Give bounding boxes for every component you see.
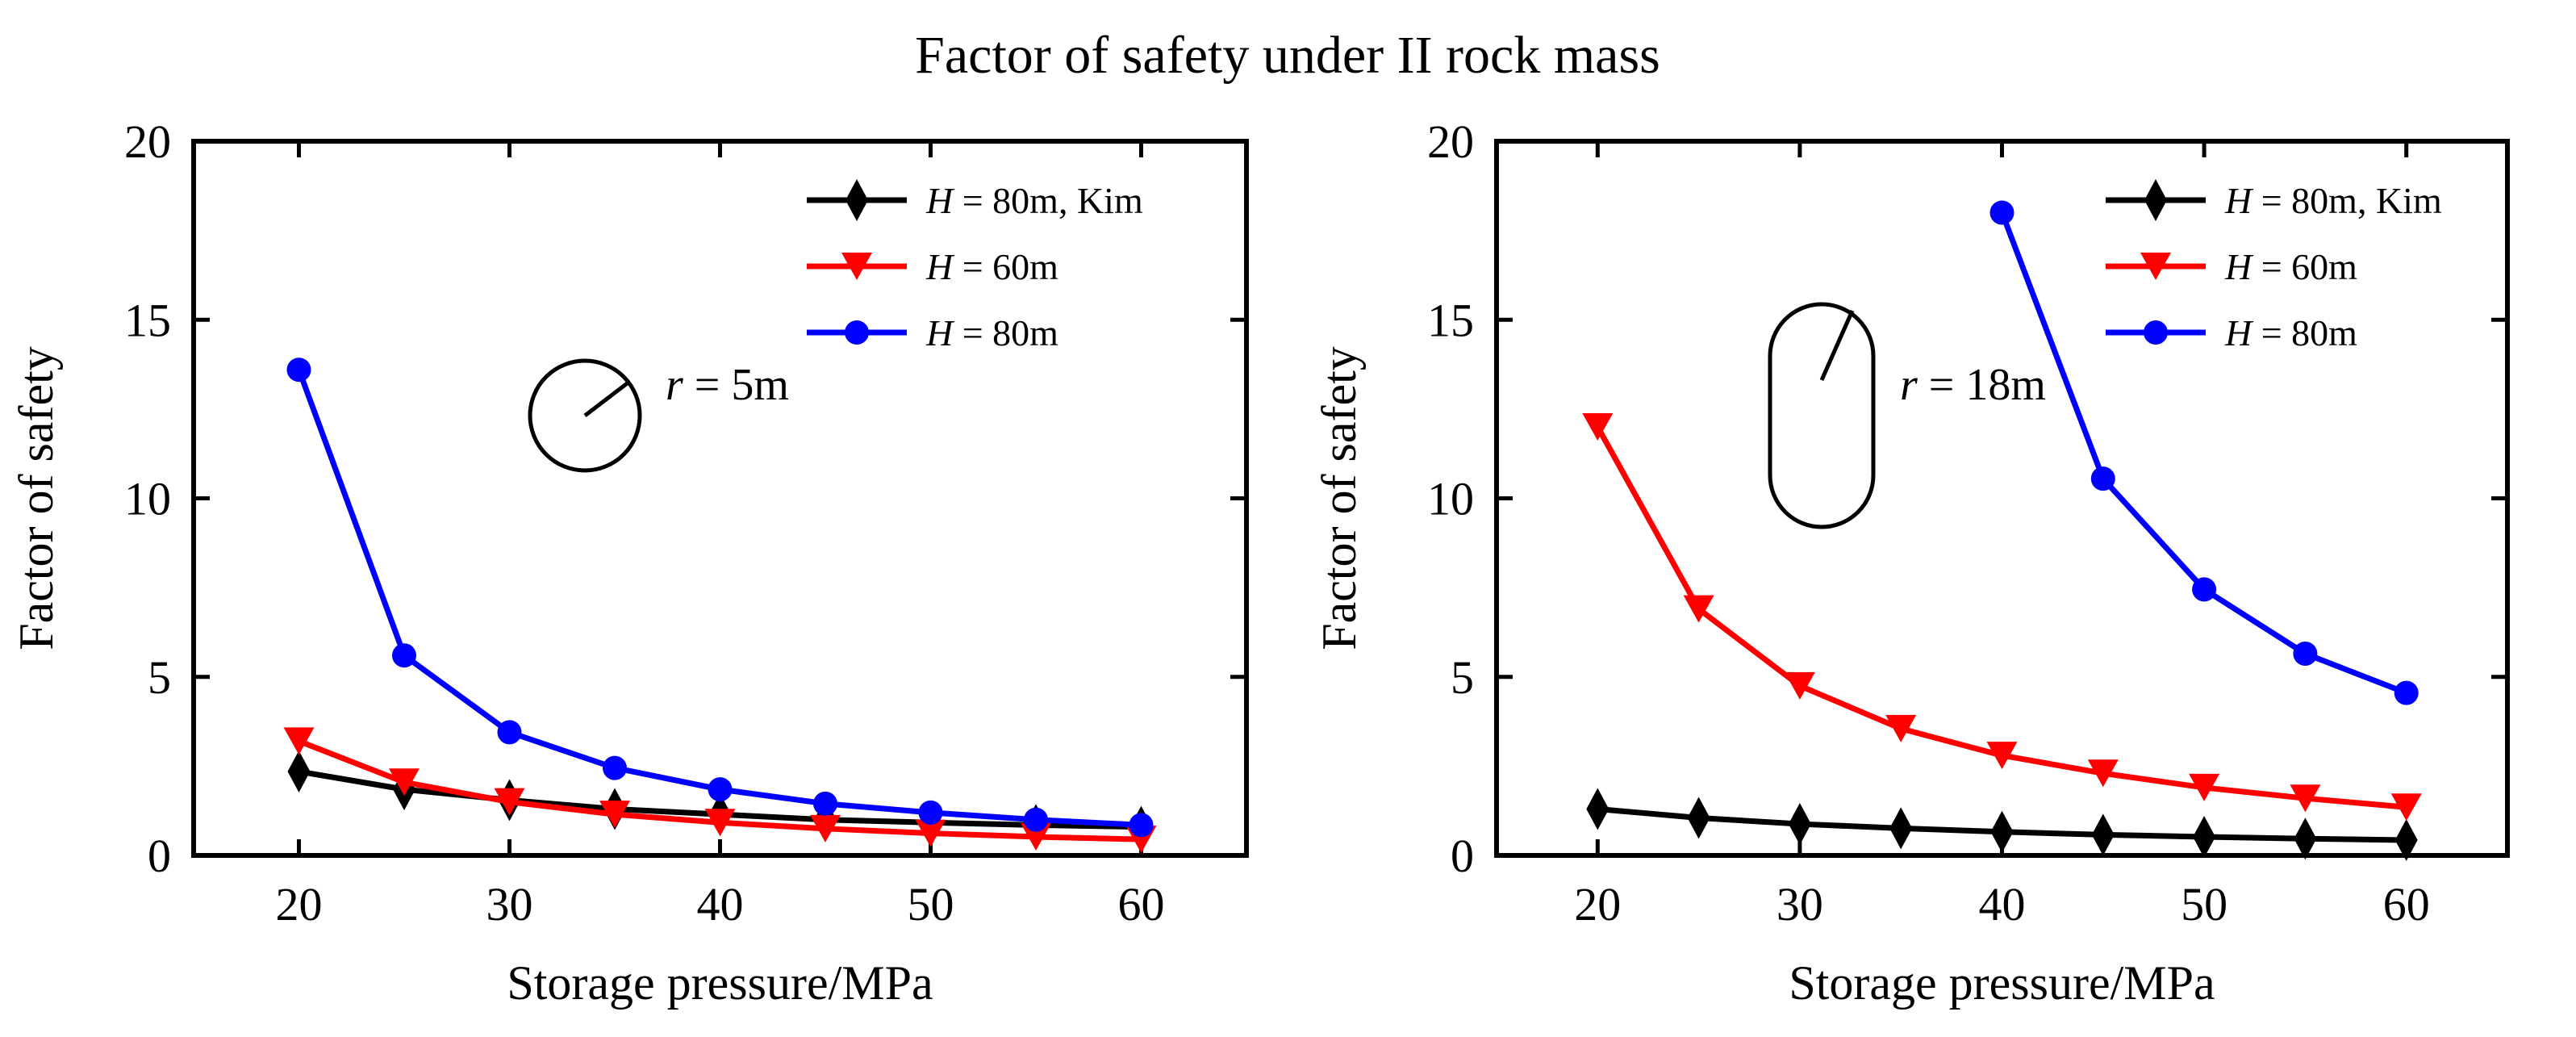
legend: H = 80m, Kim H = 60m H = 80m	[2106, 179, 2442, 353]
y-tick-label: 0	[1451, 830, 1474, 882]
data-point	[2390, 793, 2422, 822]
legend-marker	[2140, 253, 2171, 280]
y-tick-label: 20	[124, 115, 171, 168]
data-point	[918, 800, 943, 825]
data-point	[392, 643, 416, 668]
x-axis-label: Storage pressure/MPa	[1789, 956, 2215, 1010]
series-2	[1582, 413, 2422, 822]
data-point	[283, 727, 315, 755]
legend-label: H = 60m	[2224, 246, 2357, 287]
data-point	[2090, 466, 2115, 491]
data-point	[1586, 788, 1609, 830]
data-point	[2290, 784, 2321, 813]
legend-label: H = 80m, Kim	[2224, 180, 2442, 221]
legend-label: H = 80m	[925, 312, 1058, 353]
data-point	[1687, 797, 1710, 839]
data-point	[2087, 759, 2119, 788]
y-tick-label: 15	[124, 294, 171, 346]
cavern-schematic: r = 18m	[1768, 302, 2046, 529]
legend-marker	[845, 320, 869, 345]
data-point	[599, 801, 630, 829]
data-point	[286, 358, 311, 383]
x-tick-label: 20	[276, 878, 323, 930]
legend-label: H = 80m, Kim	[925, 180, 1143, 221]
series-1	[1586, 788, 2418, 861]
data-point	[810, 814, 841, 843]
legend-label: H = 60m	[925, 246, 1058, 287]
x-tick-label: 50	[908, 878, 954, 930]
data-point	[2294, 817, 2317, 860]
x-tick-label: 50	[2181, 878, 2227, 930]
legend: H = 80m, Kim H = 60m H = 80m	[807, 179, 1143, 353]
data-point	[2293, 641, 2318, 666]
data-point	[1990, 810, 2014, 853]
y-axis-label: Factor of safety	[10, 346, 63, 650]
legend-marker	[2144, 320, 2168, 345]
data-point	[497, 720, 522, 745]
y-tick-label: 20	[1427, 115, 1474, 168]
data-point	[1889, 807, 1913, 850]
plot-frame	[191, 139, 1249, 858]
data-point	[1582, 413, 1614, 441]
y-tick-label: 5	[1451, 651, 1474, 704]
radius-line	[1819, 309, 1855, 382]
chart-panel-1: 20 30 40 50 60 0 5 10 15 20 Storage pressure/MPa Fa…	[10, 115, 1249, 1010]
x-tick-label: 60	[1118, 878, 1165, 930]
legend-marker	[841, 253, 872, 280]
x-tick-label: 30	[1776, 878, 1823, 930]
series-3	[1989, 200, 2419, 705]
cavern-stadium	[1768, 302, 1876, 529]
data-point	[603, 755, 627, 780]
y-axis-label: Factor of safety	[1313, 346, 1366, 650]
series-line	[296, 368, 1142, 828]
data-point	[2394, 680, 2419, 705]
data-point	[1885, 714, 1917, 742]
data-point	[494, 788, 525, 816]
data-point	[2193, 815, 2216, 858]
x-tick-label: 40	[697, 878, 744, 930]
data-point	[1683, 595, 1714, 623]
y-tick-label: 15	[1427, 294, 1474, 346]
x-axis-label: Storage pressure/MPa	[507, 956, 933, 1010]
legend-label: H = 80m	[2224, 312, 2357, 353]
radius-line	[583, 380, 631, 417]
x-tick-label: 60	[2383, 878, 2430, 930]
radius-label: r = 5m	[666, 360, 789, 410]
chart-panel-2: 20 30 40 50 60 0 5 10 15 20 Storage pressure/MPa Fa…	[1313, 115, 2510, 1010]
legend-marker	[845, 179, 868, 221]
data-point	[708, 777, 733, 802]
legend-marker	[2144, 179, 2167, 221]
x-tick-label: 20	[1574, 878, 1621, 930]
cavern-circle	[528, 358, 642, 473]
figure-title: Factor of safety under II rock mass	[915, 26, 1660, 85]
data-point	[704, 809, 736, 837]
data-point	[389, 768, 420, 797]
data-point	[2189, 773, 2220, 801]
y-tick-label: 10	[124, 473, 171, 525]
series-2	[283, 727, 1157, 854]
data-point	[1788, 803, 1811, 846]
data-point	[1129, 813, 1154, 838]
data-point	[1986, 742, 2018, 770]
y-tick-label: 10	[1427, 473, 1474, 525]
data-point	[1989, 200, 2014, 225]
cavern-schematic: r = 5m	[528, 358, 789, 473]
y-tick-label: 0	[148, 830, 171, 882]
data-point	[287, 751, 311, 793]
data-point	[2394, 818, 2418, 861]
data-point	[1021, 822, 1051, 851]
data-point	[2091, 813, 2115, 856]
data-point	[1024, 807, 1048, 832]
data-point	[2192, 577, 2217, 602]
x-tick-label: 30	[486, 878, 533, 930]
radius-label: r = 18m	[1900, 360, 2046, 410]
data-point	[1784, 671, 1815, 700]
data-point	[813, 791, 837, 816]
x-tick-label: 40	[1979, 878, 2026, 930]
y-tick-label: 5	[148, 651, 171, 704]
data-point	[915, 819, 946, 847]
series-3	[286, 358, 1154, 838]
